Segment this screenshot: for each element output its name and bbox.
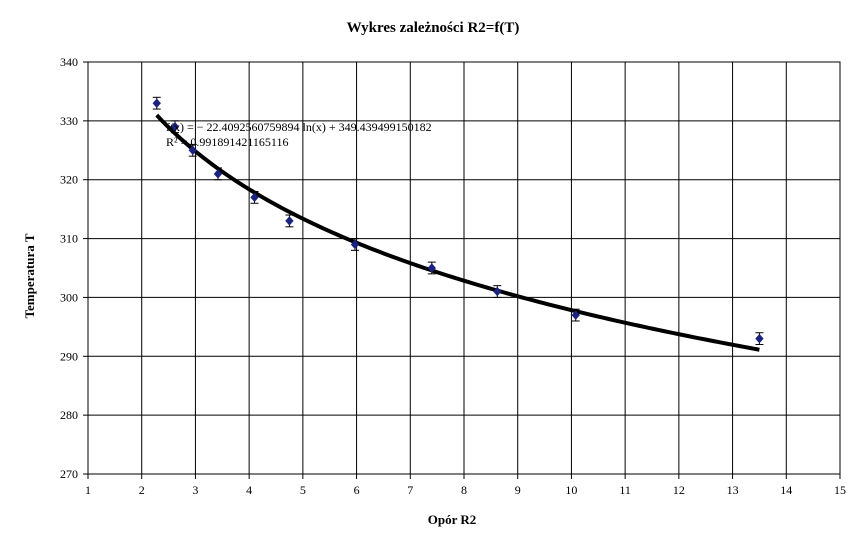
x-tick-label: 5 bbox=[300, 483, 306, 497]
y-tick-label: 300 bbox=[60, 290, 78, 304]
data-point bbox=[427, 263, 436, 273]
y-tick-label: 330 bbox=[60, 114, 78, 128]
x-tick-label: 2 bbox=[139, 483, 145, 497]
data-point bbox=[350, 239, 360, 250]
y-tick-label: 310 bbox=[60, 232, 78, 246]
x-tick-label: 3 bbox=[192, 483, 198, 497]
data-point bbox=[285, 216, 294, 226]
x-tick-label: 7 bbox=[407, 483, 413, 497]
x-tick-label: 14 bbox=[780, 483, 792, 497]
y-tick-label: 340 bbox=[60, 55, 78, 69]
x-tick-label: 10 bbox=[565, 483, 577, 497]
y-tick-label: 290 bbox=[60, 349, 78, 363]
x-tick-label: 11 bbox=[619, 483, 631, 497]
y-tick-label: 280 bbox=[60, 408, 78, 422]
x-tick-label: 12 bbox=[673, 483, 685, 497]
data-point bbox=[213, 169, 223, 179]
trendline-r2: R² = 0.991891421165116 bbox=[166, 135, 288, 149]
data-point bbox=[571, 310, 580, 320]
x-tick-label: 6 bbox=[354, 483, 360, 497]
data-point bbox=[170, 121, 180, 132]
data-point bbox=[188, 145, 197, 156]
y-axis-label: Temperatura T bbox=[22, 233, 37, 319]
y-tick-label: 270 bbox=[60, 467, 78, 481]
data-point bbox=[755, 333, 764, 344]
x-tick-label: 13 bbox=[727, 483, 739, 497]
x-tick-label: 8 bbox=[461, 483, 467, 497]
trendline-equation: f(x) = − 22.4092560759894 ln(x) + 349.43… bbox=[166, 120, 432, 134]
data-point bbox=[152, 98, 161, 108]
x-tick-label: 15 bbox=[834, 483, 846, 497]
chart-title: Wykres zależności R2=f(T) bbox=[346, 20, 520, 36]
data-point bbox=[250, 192, 259, 203]
x-tick-label: 9 bbox=[515, 483, 521, 497]
trendline bbox=[155, 113, 760, 352]
y-tick-label: 320 bbox=[60, 173, 78, 187]
data-point bbox=[493, 286, 502, 297]
x-tick-label: 4 bbox=[246, 483, 252, 497]
x-axis-label: Opór R2 bbox=[427, 512, 477, 527]
x-tick-label: 1 bbox=[85, 483, 91, 497]
